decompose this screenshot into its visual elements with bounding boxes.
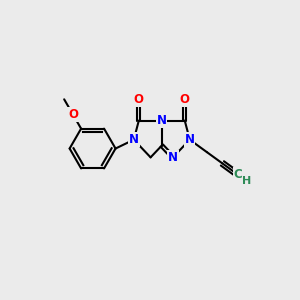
Text: N: N bbox=[185, 133, 195, 146]
Text: C: C bbox=[233, 168, 242, 181]
Text: O: O bbox=[134, 93, 144, 106]
Text: O: O bbox=[68, 108, 78, 121]
Text: N: N bbox=[168, 151, 178, 164]
Text: N: N bbox=[157, 114, 167, 127]
Text: O: O bbox=[180, 93, 190, 106]
Text: N: N bbox=[129, 133, 139, 146]
Text: H: H bbox=[242, 176, 252, 186]
